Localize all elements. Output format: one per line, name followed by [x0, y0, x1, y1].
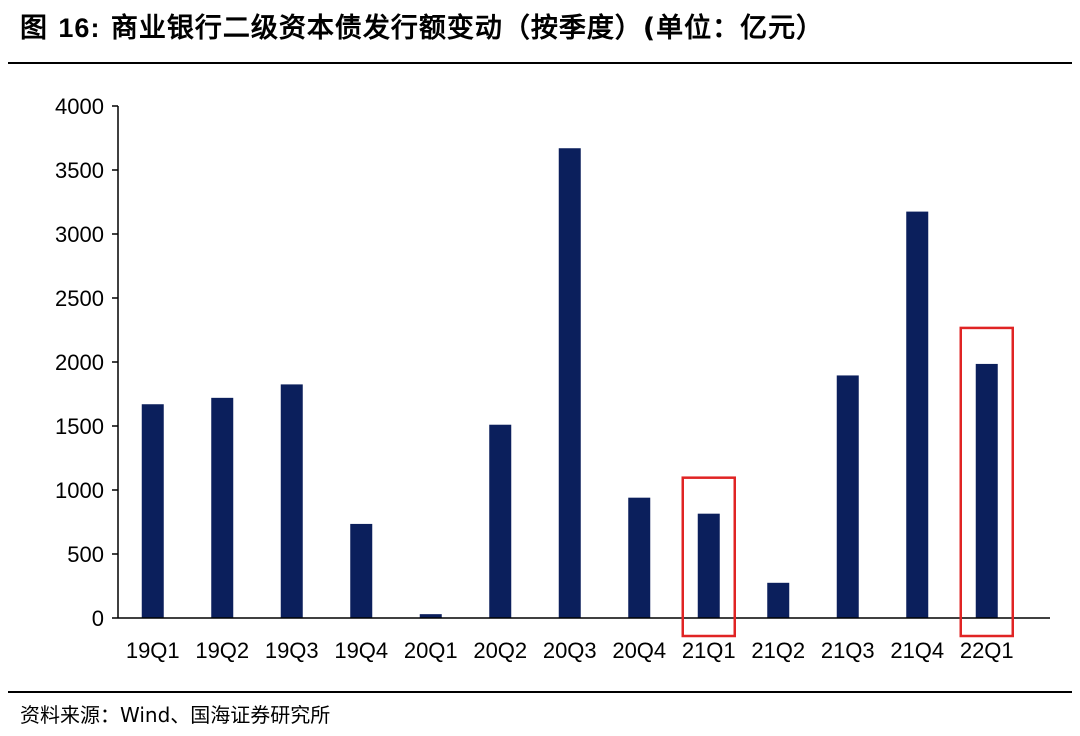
x-tick-label: 20Q2 — [473, 638, 527, 663]
bar — [975, 363, 998, 618]
bar — [558, 148, 581, 619]
x-tick-label: 20Q4 — [612, 638, 666, 663]
y-tick-label: 0 — [92, 606, 104, 631]
y-axis: 0 500 1000 1500 2000 2500 3000 3500 4000 — [55, 94, 119, 631]
y-tick-label: 1500 — [55, 414, 104, 439]
y-tick-label: 1000 — [55, 478, 104, 503]
bar — [697, 513, 720, 618]
bar — [906, 211, 929, 618]
x-tick-label: 19Q4 — [334, 638, 388, 663]
bar — [211, 397, 234, 618]
x-tick-label: 19Q3 — [265, 638, 319, 663]
y-tick-label: 500 — [67, 542, 104, 567]
figure-title-text: 商业银行二级资本债发行额变动（按季度）(单位：亿元） — [110, 13, 825, 44]
bar — [489, 424, 512, 618]
bar — [836, 375, 859, 618]
y-tick-label: 2000 — [55, 350, 104, 375]
highlight-box — [681, 476, 736, 638]
bars — [141, 148, 998, 619]
figure-title: 图 16: 商业银行二级资本债发行额变动（按季度）(单位：亿元） — [20, 8, 824, 48]
figure-number: 16: — [58, 13, 101, 43]
y-tick-label: 4000 — [55, 94, 104, 119]
bar — [141, 404, 164, 618]
figure-label: 图 — [20, 13, 48, 44]
title-rule — [8, 62, 1072, 64]
y-tick-label: 2500 — [55, 286, 104, 311]
x-tick-label: 19Q2 — [195, 638, 249, 663]
x-tick-label: 21Q1 — [682, 638, 736, 663]
highlight-boxes — [681, 326, 1014, 638]
x-tick-label: 21Q3 — [821, 638, 875, 663]
x-tick-label: 20Q1 — [404, 638, 458, 663]
x-axis: 19Q1 19Q2 19Q3 19Q4 20Q1 20Q2 20Q3 20Q4 21Q1 21Q2… — [118, 617, 1050, 663]
x-tick-label: 21Q4 — [890, 638, 944, 663]
x-tick-label: 22Q1 — [960, 638, 1014, 663]
x-tick-label: 21Q2 — [751, 638, 805, 663]
bar — [419, 614, 442, 618]
bar — [280, 384, 303, 618]
x-tick-label: 19Q1 — [126, 638, 180, 663]
bar — [628, 497, 651, 618]
y-tick-label: 3000 — [55, 222, 104, 247]
bar — [767, 582, 790, 618]
source-note: 资料来源：Wind、国海证券研究所 — [20, 703, 331, 727]
bar — [350, 523, 373, 618]
source-rule — [8, 691, 1072, 693]
x-tick-label: 20Q3 — [543, 638, 597, 663]
y-tick-label: 3500 — [55, 158, 104, 183]
highlight-box — [959, 326, 1014, 638]
